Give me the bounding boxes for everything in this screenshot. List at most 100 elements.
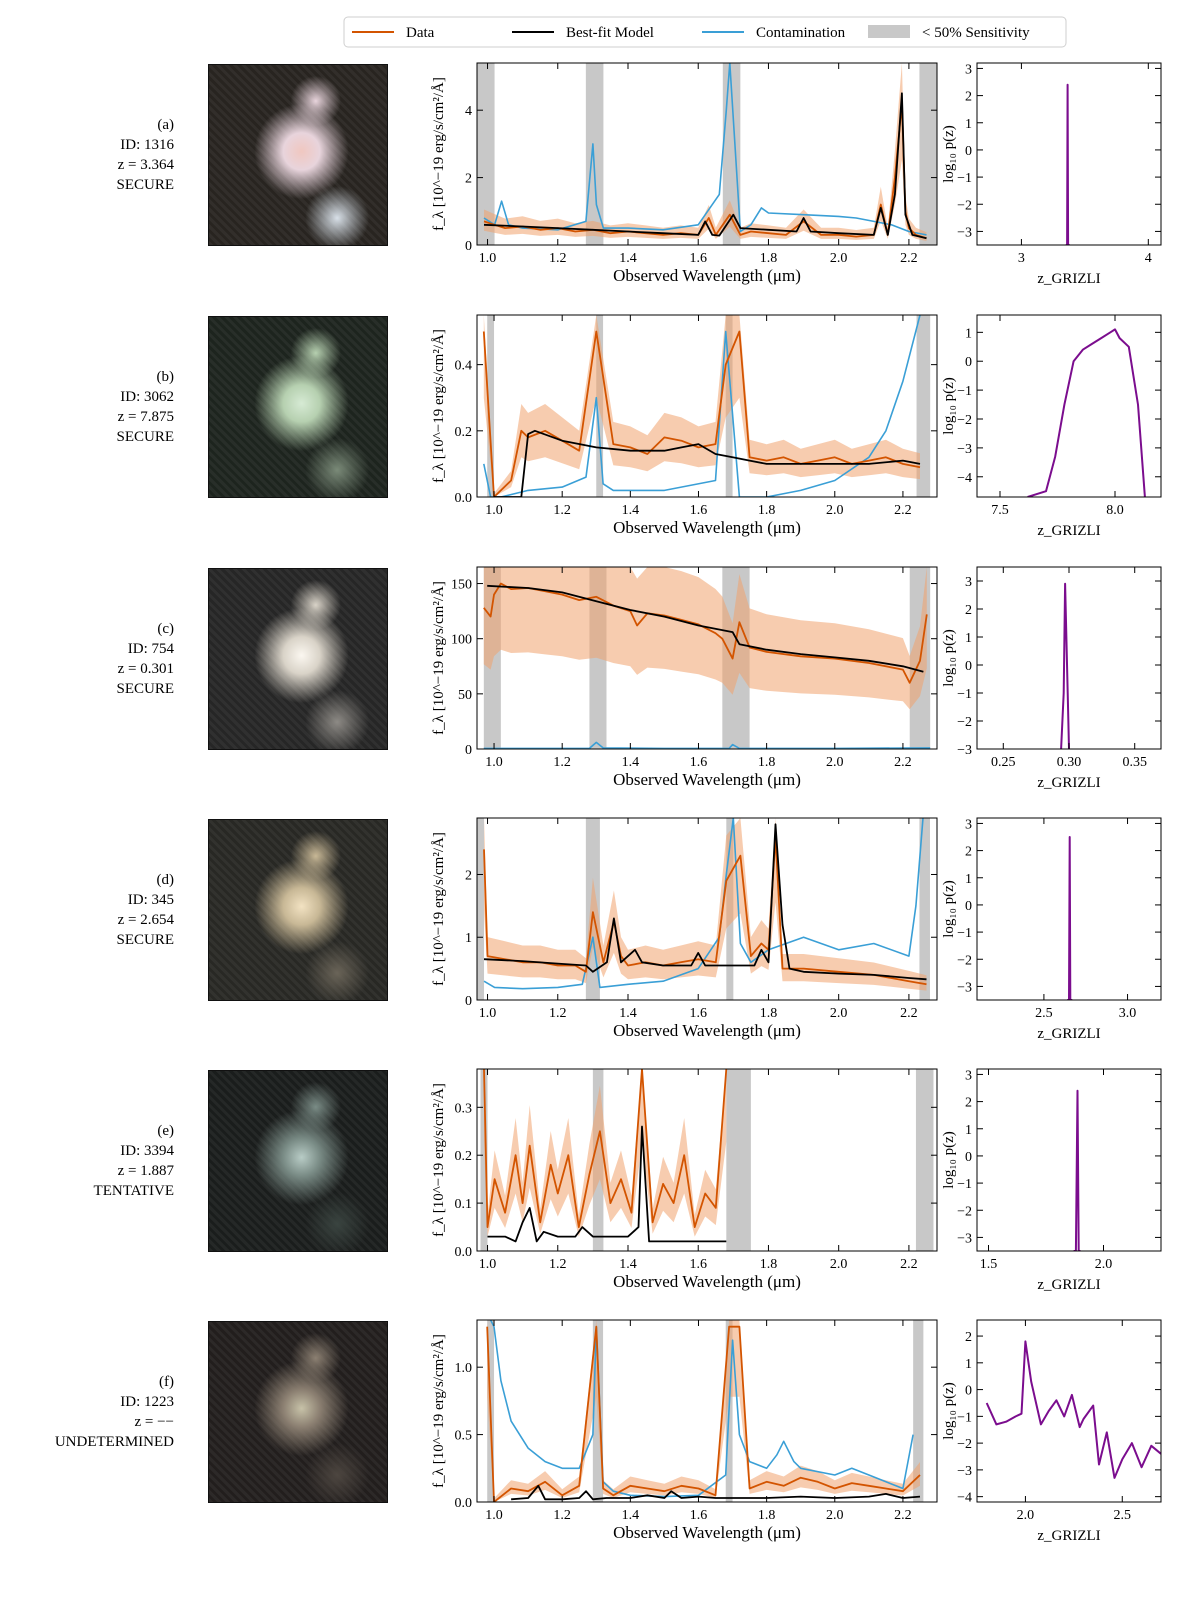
spectrum-x-tick-label: 1.2 [553,755,571,770]
data-error-band [487,1320,920,1502]
data-line [483,102,927,240]
panel-label-line: z = 0.301 [117,661,174,677]
galaxy-cutout-image [208,1070,388,1252]
spectrum-plot-area [477,818,930,1000]
spectrum-x-tick-label: 2.2 [900,251,918,266]
spectrum-y-axis-label: f_λ [10^−19 erg/s/cm²/Å] [431,832,447,986]
spectrum-plot-area [486,1320,924,1502]
spectrum-x-tick-label: 1.8 [758,503,776,518]
spectrum-x-tick-label: 1.0 [485,1508,503,1523]
best-fit-model-line [487,584,924,673]
pz-x-tick-label: 8.0 [1106,503,1124,518]
pz-frame [976,1068,1162,1252]
pz-y-tick-label: 3 [965,62,972,77]
contamination-line [483,63,927,236]
galaxy-cutout-image [208,64,388,246]
data-line [486,1325,921,1502]
panel-label-line: ID: 345 [127,892,174,908]
pz-curve [1027,328,1146,497]
pz-x-axis-label: z_GRIZLI [1037,271,1100,287]
spectrum-x-tick-label: 1.8 [760,251,778,266]
low-sensitivity-band [477,63,495,245]
legend-item: Data [352,25,435,41]
spectrum-x-tick-label: 1.6 [689,251,707,266]
spectrum-y-axis-label: f_λ [10^−19 erg/s/cm²/Å] [431,329,447,483]
data-error-band [484,1069,727,1237]
spectrum-x-tick-label: 2.0 [830,251,848,266]
spectrum-plot-area [482,315,931,497]
legend-label: Data [406,25,435,41]
pz-frame [976,1319,1162,1503]
pz-curve [1060,582,1070,749]
pz-curve [1067,836,1073,1000]
spectrum-x-tick-label: 1.2 [553,1508,571,1523]
spectrum-x-tick-label: 1.6 [690,503,708,518]
spectrum-frame [476,1319,938,1503]
panel-label-line: (c) [157,621,174,637]
pz-frame [976,62,1162,246]
panel-label-line: z = 3.364 [117,157,174,173]
data-line [483,835,927,986]
pz-y-axis-label: log₁₀ p(z) [941,125,957,183]
pz-y-tick-label: −3 [957,1464,972,1479]
pz-y-tick-label: 0 [965,659,972,674]
panel-label-line: z = 1.887 [117,1163,174,1179]
pz-x-tick-label: 2.0 [1095,1257,1113,1272]
pz-x-tick-label: 0.30 [1057,755,1082,770]
spectrum-y-tick-label: 150 [451,578,472,593]
spectrum-x-tick-label: 1.4 [619,1257,637,1272]
pz-curve [1065,83,1070,245]
pz-frame [976,314,1162,498]
spectrum-x-axis-label: Observed Wavelength (μm) [613,1272,801,1291]
pz-x-tick-label: 0.25 [991,755,1016,770]
galaxy-cutout-image [208,1321,388,1503]
pz-y-tick-label: −2 [957,413,972,428]
spectrum-y-axis-label: f_λ [10^−19 erg/s/cm²/Å] [431,1083,447,1237]
pz-y-tick-label: −3 [957,442,972,457]
spectrum-x-tick-label: 2.2 [900,1257,918,1272]
spectrum-frame [476,62,938,246]
spectrum-frame [476,817,938,1001]
spectrum-frame [476,566,938,750]
low-sensitivity-band [915,1069,934,1251]
pz-plot-area [1067,836,1073,1000]
panel-row-b: 1.0 1.2 1.4 1.6 1.8 2.0 2.2 0.0 0.2 0.4 Observed W… [431,314,1162,539]
spectrum-y-tick-label: 0.0 [455,1245,473,1260]
pz-y-tick-label: −1 [957,1410,972,1425]
spectrum-x-tick-label: 1.4 [622,503,640,518]
pz-x-axis-label: z_GRIZLI [1037,775,1100,791]
panel-label-line: ID: 3394 [120,1143,174,1159]
contamination-line [483,315,921,497]
pz-x-tick-label: 2.0 [1017,1508,1035,1523]
panel-label-line: SECURE [116,681,174,697]
panel-label-line: (a) [157,117,174,133]
pz-x-axis-label: z_GRIZLI [1037,1277,1100,1293]
pz-plot-area [985,1340,1161,1479]
spectrum-x-tick-label: 1.2 [549,1257,567,1272]
panel-label-line: z = −− [134,1414,174,1430]
spectrum-x-axis-label: Observed Wavelength (μm) [613,1523,801,1542]
panel-label-line: UNDETERMINED [54,1434,174,1450]
spectrum-y-axis-label: f_λ [10^−19 erg/s/cm²/Å] [431,581,447,735]
pz-y-tick-label: −1 [957,926,972,941]
spectrum-y-tick-label: 0.5 [455,1429,473,1444]
spectrum-x-tick-label: 2.0 [826,1508,844,1523]
pz-y-tick-label: −2 [957,198,972,213]
best-fit-model-line [487,1125,727,1243]
spectrum-x-axis-label: Observed Wavelength (μm) [613,1021,801,1040]
spectrum-x-tick-label: 2.2 [900,1006,918,1021]
spectrum-x-tick-label: 1.6 [689,1257,707,1272]
pz-y-tick-label: −1 [957,687,972,702]
spectrum-x-tick-label: 1.8 [760,1257,778,1272]
spectrum-plot-area [483,567,931,749]
spectrum-x-tick-label: 1.2 [549,1006,567,1021]
panel-label-line: (d) [156,872,175,888]
panel-row-a: 1.0 1.2 1.4 1.6 1.8 2.0 2.2 0 2 4 Observed Wavelen… [431,62,1162,287]
panel-label-d: (d) ID: 345 z = 2.654 SECURE [0,870,174,950]
legend: Data Best-fit Model Contamination < 50% Sen… [343,16,1067,48]
pz-frame [976,817,1162,1001]
spectrum-y-tick-label: 0.0 [455,1496,473,1511]
spectrum-x-tick-label: 1.6 [690,755,708,770]
panel-label-b: (b) ID: 3062 z = 7.875 SECURE [0,367,174,447]
